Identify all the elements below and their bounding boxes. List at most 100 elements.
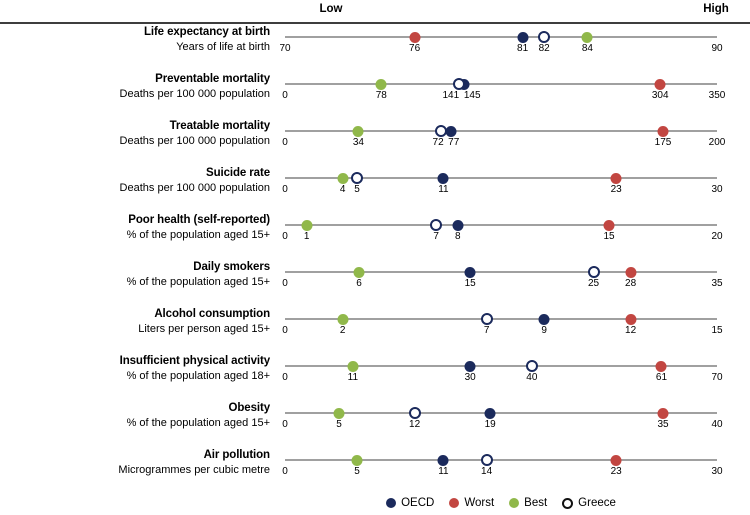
indicator-scale: 0 4 5 11 23 30 <box>282 167 723 214</box>
indicator-row: Life expectancy at birth Years of life at… <box>0 26 750 73</box>
chart-header: Low High <box>0 0 750 24</box>
worst-dot <box>625 266 637 278</box>
value-label: 0 <box>282 372 288 383</box>
value-label: 7 <box>433 231 439 242</box>
indicator-title: Obesity <box>228 402 271 414</box>
value-label: 70 <box>711 372 723 383</box>
best-dot <box>353 266 365 278</box>
value-label: 30 <box>711 466 723 477</box>
indicator-row: Preventable mortality Deaths per 100 000 … <box>0 73 750 120</box>
axis-line <box>285 318 717 320</box>
legend-label: OECD <box>401 497 435 509</box>
indicator-labels: Insufficient physical activity % of the p… <box>0 355 270 383</box>
value-label: 82 <box>538 43 550 54</box>
indicator-row: Poor health (self-reported) % of the popu… <box>0 214 750 261</box>
value-label: 11 <box>438 466 449 477</box>
indicator-labels: Alcohol consumption Liters per person age… <box>0 308 270 336</box>
greece-dot <box>430 219 443 231</box>
value-label: 15 <box>711 325 723 336</box>
value-label: 61 <box>655 372 668 383</box>
worst-legend-marker-icon <box>449 498 460 508</box>
value-label: 5 <box>354 184 360 195</box>
indicator-row: Treatable mortality Deaths per 100 000 po… <box>0 120 750 167</box>
indicator-subtitle: Years of life at birth <box>176 41 270 53</box>
value-label: 8 <box>455 231 461 242</box>
value-label: 175 <box>654 137 672 148</box>
value-label: 200 <box>708 137 726 148</box>
value-label: 0 <box>282 231 288 242</box>
value-label: 7 <box>483 325 490 336</box>
axis-line <box>285 224 717 226</box>
value-label: 350 <box>708 90 726 101</box>
indicator-subtitle: Deaths per 100 000 population <box>119 88 270 100</box>
value-label: 14 <box>481 466 493 477</box>
value-label: 76 <box>409 43 421 54</box>
value-label: 34 <box>352 137 364 148</box>
indicator-labels: Life expectancy at birth Years of life at… <box>0 26 270 54</box>
greece-dot <box>587 266 600 278</box>
indicator-scale: 0 2 7 9 12 15 <box>282 308 723 355</box>
value-label: 4 <box>339 184 346 195</box>
indicator-row: Insufficient physical activity % of the p… <box>0 355 750 402</box>
legend-item-oecd: OECD <box>386 497 434 509</box>
indicator-row: Daily smokers % of the population aged 15… <box>0 261 750 308</box>
axis-line <box>285 83 717 85</box>
oecd-dot <box>464 266 476 278</box>
indicator-subtitle: % of the population aged 18+ <box>126 370 270 382</box>
best-dot <box>337 172 349 184</box>
indicator-labels: Preventable mortality Deaths per 100 000 … <box>0 73 271 101</box>
greece-dot <box>480 454 493 466</box>
greece-dot <box>453 78 466 90</box>
indicator-scale: 0 5 11 14 23 30 <box>282 449 723 496</box>
best-dot <box>333 407 345 419</box>
value-label: 304 <box>651 90 669 101</box>
indicator-row: Air pollution Microgrammes per cubic metr… <box>0 449 750 496</box>
indicator-labels: Poor health (self-reported) % of the popu… <box>0 214 271 242</box>
value-label: 30 <box>464 372 476 383</box>
axis-line <box>285 365 717 367</box>
value-label: 40 <box>526 372 538 383</box>
greece-dot <box>480 313 493 325</box>
value-label: 30 <box>711 184 723 195</box>
value-label: 0 <box>282 466 288 477</box>
best-dot <box>375 78 387 90</box>
indicator-subtitle: % of the population aged 15+ <box>126 276 270 288</box>
value-label: 0 <box>282 90 288 101</box>
axis-line <box>285 412 717 414</box>
value-label: 19 <box>484 419 496 430</box>
oecd-dot <box>437 172 449 184</box>
value-label: 72 <box>432 137 444 148</box>
high-axis-label: High <box>703 3 729 15</box>
indicator-labels: Daily smokers % of the population aged 15… <box>0 261 271 289</box>
indicator-title: Life expectancy at birth <box>143 26 270 38</box>
value-label: 23 <box>610 466 622 477</box>
axis-line <box>285 177 717 179</box>
value-label: 77 <box>448 137 460 148</box>
worst-dot <box>657 125 669 137</box>
value-label: 70 <box>279 43 291 54</box>
oecd-dot <box>517 31 529 43</box>
legend-item-greece: Greece <box>562 497 616 509</box>
value-label: 25 <box>588 278 600 289</box>
axis-line <box>285 459 717 461</box>
worst-dot <box>610 172 622 184</box>
greece-legend-marker-icon <box>562 497 574 509</box>
value-label: 2 <box>339 325 346 336</box>
value-label: 11 <box>438 184 449 195</box>
oecd-dot <box>452 219 464 231</box>
indicator-scale: 0 34 72 77 175 200 <box>282 120 725 167</box>
worst-dot <box>625 313 637 325</box>
value-label: 141 <box>442 90 460 101</box>
indicator-row: Alcohol consumption Liters per person age… <box>0 308 750 355</box>
legend-label: Greece <box>578 497 616 509</box>
value-label: 12 <box>409 419 421 430</box>
greece-dot <box>525 360 538 372</box>
indicator-scale: 0 11 30 40 61 70 <box>282 355 723 402</box>
indicator-scale: 0 1 7 8 15 20 <box>282 214 723 261</box>
indicator-row: Suicide rate Deaths per 100 000 populatio… <box>0 167 750 214</box>
value-label: 78 <box>375 90 387 101</box>
indicator-subtitle: Microgrammes per cubic metre <box>118 464 270 476</box>
value-label: 28 <box>625 278 637 289</box>
indicator-rows: Life expectancy at birth Years of life at… <box>0 26 750 496</box>
